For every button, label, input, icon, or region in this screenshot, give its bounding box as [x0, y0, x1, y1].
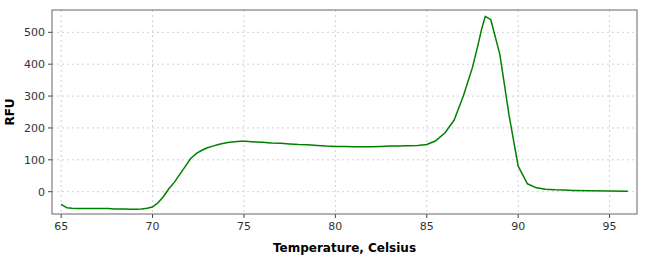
y-tick [48, 32, 52, 33]
x-tick [152, 214, 153, 218]
y-grid-line [52, 127, 637, 128]
y-grid-line [52, 159, 637, 160]
x-grid-line [243, 10, 244, 214]
x-grid-line [152, 10, 153, 214]
y-tick [48, 159, 52, 160]
y-tick-label: 400 [24, 58, 45, 71]
x-grid-line [518, 10, 519, 214]
x-grid-line [335, 10, 336, 214]
x-tick [609, 214, 610, 218]
x-grid-line [61, 10, 62, 214]
y-grid-line [52, 32, 637, 33]
x-tick-label: 95 [603, 220, 617, 233]
y-tick [48, 127, 52, 128]
y-tick [48, 96, 52, 97]
y-grid-line [52, 96, 637, 97]
x-tick-label: 70 [146, 220, 160, 233]
x-tick-label: 80 [328, 220, 342, 233]
plot-background [52, 10, 637, 214]
y-tick-label: 500 [24, 26, 45, 39]
plot-frame [52, 10, 637, 214]
x-tick-label: 65 [54, 220, 68, 233]
y-tick-label: 200 [24, 122, 45, 135]
x-tick [243, 214, 244, 218]
y-tick [48, 64, 52, 65]
x-tick [518, 214, 519, 218]
series [61, 16, 628, 209]
x-grid-line [426, 10, 427, 214]
y-tick-label: 0 [38, 186, 45, 199]
x-tick-label: 75 [237, 220, 251, 233]
y-axis-label: RFU [3, 98, 17, 125]
x-tick [61, 214, 62, 218]
y-grid-line [52, 64, 637, 65]
y-tick [48, 191, 52, 192]
y-grid-line [52, 191, 637, 192]
x-tick-label: 90 [511, 220, 525, 233]
x-tick [335, 214, 336, 218]
y-tick-label: 100 [24, 154, 45, 167]
y-tick-label: 300 [24, 90, 45, 103]
x-axis-label: Temperature, Celsius [273, 241, 416, 255]
line [61, 16, 628, 209]
x-grid-line [609, 10, 610, 214]
x-tick-label: 85 [420, 220, 434, 233]
x-tick [426, 214, 427, 218]
grid [52, 10, 637, 214]
axes: 65 70 75 80 85 90 95 0 100 200 300 400 500 [24, 26, 617, 233]
chart: 65 70 75 80 85 90 95 0 100 200 300 400 500 Temperatur… [0, 0, 653, 260]
